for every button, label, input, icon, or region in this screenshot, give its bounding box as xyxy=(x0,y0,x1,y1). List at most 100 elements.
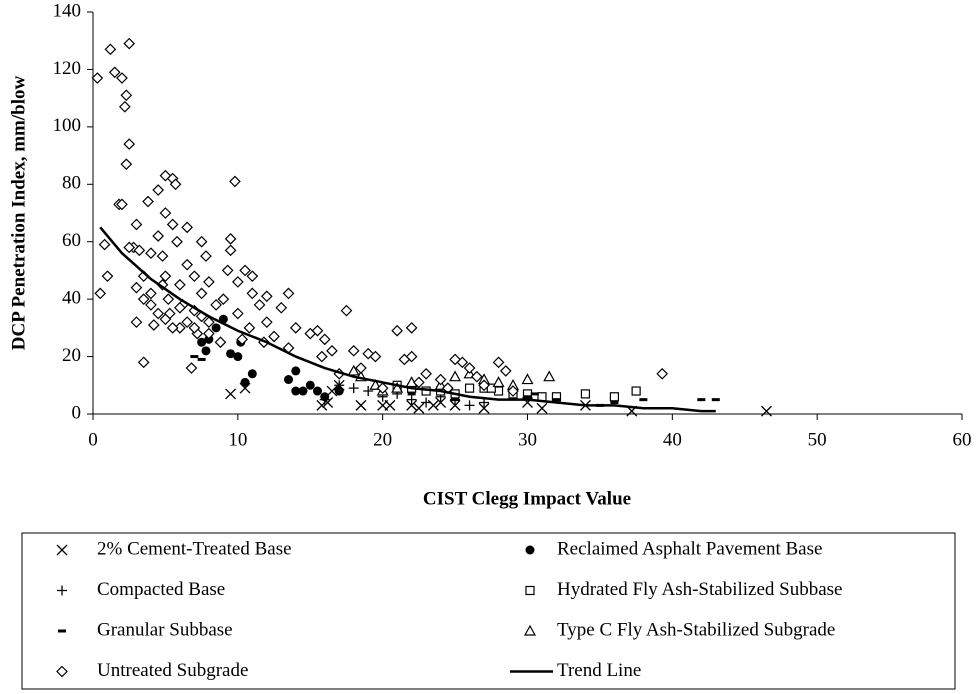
x-tick-label: 10 xyxy=(228,429,247,450)
marker-dash xyxy=(697,398,706,402)
marker-dash xyxy=(530,392,539,396)
y-tick-label: 60 xyxy=(62,230,81,251)
marker-triangle xyxy=(347,364,360,376)
marker-diamond xyxy=(203,327,215,340)
marker-diamond xyxy=(275,301,288,314)
marker-circle xyxy=(240,377,250,387)
x-axis-title: CIST Clegg Impact Value xyxy=(423,488,631,509)
marker-diamond xyxy=(91,72,104,84)
marker-diamond xyxy=(224,232,237,245)
marker-diamond xyxy=(162,293,175,305)
marker-diamond xyxy=(315,350,328,363)
marker-diamond xyxy=(195,235,208,248)
y-tick-label: 40 xyxy=(62,288,81,309)
marker-plus xyxy=(319,394,330,405)
marker-diamond xyxy=(355,362,367,374)
marker-diamond xyxy=(56,665,68,678)
marker-dash xyxy=(451,398,460,402)
marker-plus xyxy=(363,386,374,397)
marker-diamond xyxy=(120,158,133,171)
marker-diamond xyxy=(203,276,215,288)
marker-dash xyxy=(523,395,532,399)
marker-diamond xyxy=(231,307,244,320)
marker-plus xyxy=(57,585,67,596)
x-tick-label: 40 xyxy=(663,429,682,450)
marker-diamond xyxy=(188,270,201,283)
marker-diamond xyxy=(231,276,244,288)
marker-diamond xyxy=(147,319,160,331)
marker-diamond xyxy=(239,264,251,277)
marker-diamond xyxy=(181,221,193,234)
marker-diamond xyxy=(478,379,490,392)
marker-diamond xyxy=(116,198,128,211)
marker-diamond xyxy=(169,178,182,191)
marker-x xyxy=(435,397,447,408)
marker-diamond xyxy=(181,316,193,328)
marker-diamond xyxy=(108,66,121,79)
marker-plus xyxy=(334,380,345,391)
marker-diamond xyxy=(166,322,179,334)
legend-label: Type C Fly Ash-Stabilized Subgrade xyxy=(557,619,835,640)
x-tick-label: 0 xyxy=(88,429,98,450)
marker-circle xyxy=(525,545,535,555)
marker-diamond xyxy=(376,382,389,395)
marker-dash xyxy=(190,355,199,359)
marker-diamond xyxy=(326,344,338,357)
x-tick-label: 50 xyxy=(808,429,827,450)
marker-diamond xyxy=(181,258,193,271)
marker-diamond xyxy=(260,290,273,303)
legend-label: 2% Cement-Treated Base xyxy=(97,538,292,559)
marker-x xyxy=(326,385,338,397)
marker-diamond xyxy=(229,175,241,188)
marker-diamond xyxy=(420,367,432,380)
marker-square xyxy=(525,585,535,596)
marker-diamond xyxy=(130,218,143,231)
marker-circle xyxy=(197,337,207,347)
marker-circle xyxy=(201,346,211,356)
legend-label: Reclaimed Asphalt Pavement Base xyxy=(557,538,822,559)
marker-diamond xyxy=(152,307,165,320)
marker-diamond xyxy=(492,356,505,369)
marker-diamond xyxy=(133,244,146,257)
marker-diamond xyxy=(340,304,353,317)
marker-diamond xyxy=(120,89,133,102)
marker-circle xyxy=(291,366,301,376)
marker-diamond xyxy=(246,287,259,300)
marker-diamond xyxy=(195,287,208,300)
x-tick-label: 30 xyxy=(518,429,537,450)
marker-diamond xyxy=(347,344,360,357)
marker-diamond xyxy=(246,270,259,283)
marker-dash xyxy=(639,398,648,402)
marker-circle xyxy=(247,369,257,379)
marker-dash xyxy=(711,398,720,402)
marker-circle xyxy=(284,375,294,385)
marker-diamond xyxy=(123,241,136,254)
x-tick-label: 60 xyxy=(953,429,972,450)
marker-diamond xyxy=(159,270,172,283)
legend-box xyxy=(21,532,956,690)
marker-diamond xyxy=(221,264,234,277)
marker-plus xyxy=(406,394,417,405)
legend-label: Compacted Base xyxy=(97,579,225,600)
marker-x xyxy=(384,399,396,411)
marker-diamond xyxy=(137,356,150,369)
marker-square xyxy=(464,383,475,393)
marker-diamond xyxy=(123,138,136,150)
marker-diamond xyxy=(413,376,425,389)
marker-plus xyxy=(464,400,475,411)
marker-square xyxy=(486,383,496,393)
marker-triangle xyxy=(543,370,556,382)
legend-label: Untreated Subgrade xyxy=(97,660,248,681)
marker-diamond xyxy=(130,316,143,328)
y-tick-label: 120 xyxy=(53,58,82,79)
legend-label: Granular Subbase xyxy=(97,619,233,640)
marker-diamond xyxy=(119,100,131,113)
marker-diamond xyxy=(174,301,186,314)
marker-circle xyxy=(305,380,315,390)
marker-diamond xyxy=(159,207,172,219)
marker-triangle xyxy=(391,381,404,393)
marker-dash xyxy=(197,357,206,361)
marker-diamond xyxy=(145,299,157,311)
marker-diamond xyxy=(203,316,215,328)
marker-circle xyxy=(298,386,308,396)
